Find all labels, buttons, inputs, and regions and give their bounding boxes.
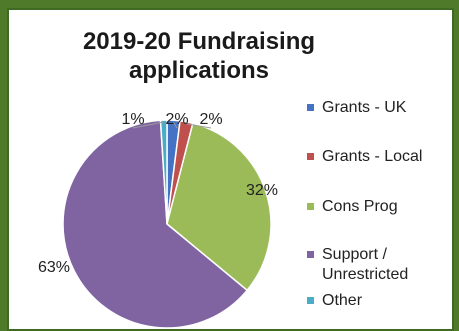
legend-item-grants-uk: Grants - UK [307,98,406,118]
legend-swatch [307,297,314,304]
legend-label: Cons Prog [322,198,398,215]
legend-label: Support / Unrestricted [322,246,409,283]
legend-swatch [307,251,314,258]
legend-label: Grants - UK [322,99,407,116]
legend-swatch [307,153,314,160]
leader-line [186,123,212,129]
data-label: 1% [121,111,144,128]
data-label: 63% [38,259,70,276]
legend-swatch [307,104,314,111]
data-label: 2% [199,111,222,128]
chart-title-line-2: applications [128,57,270,84]
legend-label: Grants - Local [322,148,423,165]
chart-frame: 2019-20 Fundraising applications 2% 2% 32%… [7,8,454,331]
data-label: 32% [246,182,278,199]
legend-item-support-unrestricted: Support / Unrestricted [307,245,408,285]
data-label: 2% [165,111,188,128]
pie-chart: 2% 2% 32% 63% 1% [38,111,278,329]
leader-line [172,121,178,129]
legend-item-grants-local: Grants - Local [307,147,422,167]
legend-item-other: Other [307,291,362,311]
legend-swatch [307,203,314,210]
pie-slice-support-unrestricted [62,119,249,329]
chart-title-line-1: 2019-20 Fundraising [82,28,316,55]
leader-line [132,121,164,129]
legend-label: Other [322,292,363,309]
legend-item-cons-prog: Cons Prog [307,197,398,217]
chart-title: 2019-20 Fundraising applications [49,27,349,85]
pie-slice-other [159,119,168,225]
pie-slice-cons-prog [166,122,272,292]
